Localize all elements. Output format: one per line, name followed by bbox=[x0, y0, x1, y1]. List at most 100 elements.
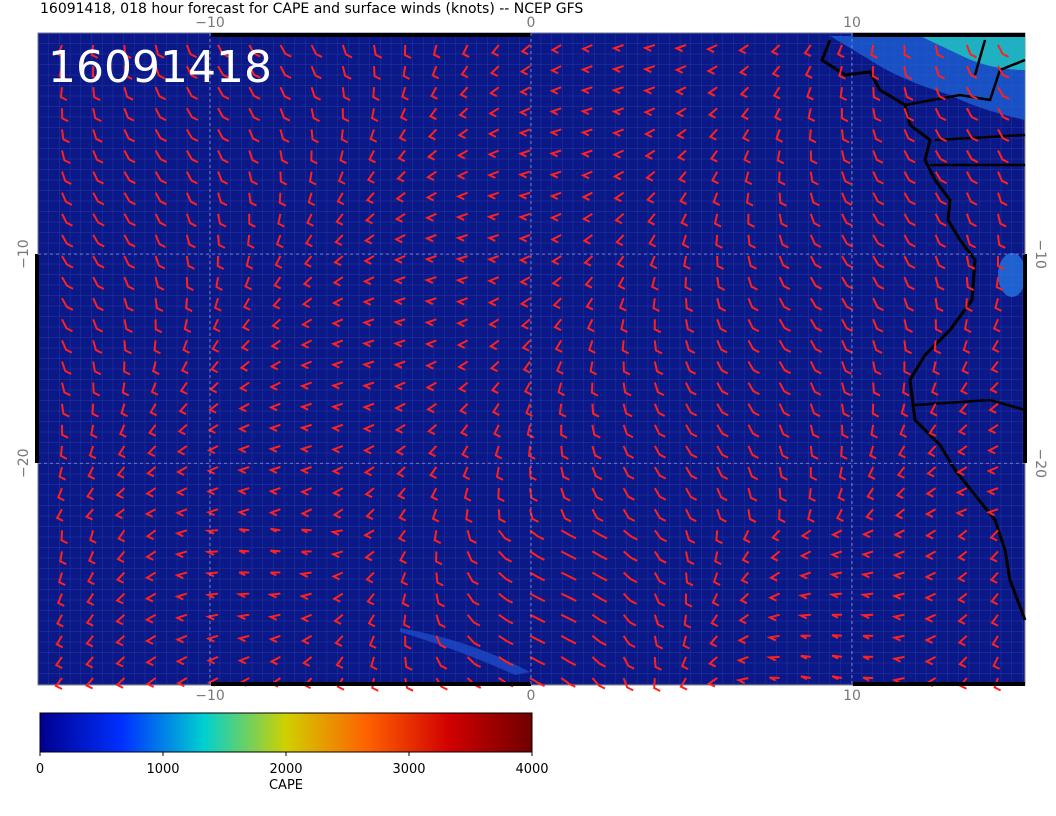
wind-barb bbox=[965, 234, 977, 249]
wind-barb bbox=[330, 444, 344, 454]
wind-barb bbox=[738, 613, 749, 625]
wind-barb bbox=[331, 487, 344, 497]
wind-barb bbox=[809, 424, 820, 439]
wind-barb bbox=[965, 150, 979, 164]
wind-barb bbox=[368, 150, 376, 164]
wind-barb bbox=[747, 509, 757, 523]
wind-barb bbox=[747, 234, 756, 249]
wind-barb bbox=[747, 255, 758, 270]
wind-barb bbox=[642, 65, 656, 74]
wind-barb bbox=[362, 445, 375, 455]
wind-barb bbox=[622, 445, 635, 459]
wind-barb bbox=[486, 233, 500, 242]
wind-barb bbox=[549, 65, 562, 75]
wind-barb bbox=[807, 108, 816, 122]
wind-barb bbox=[395, 445, 406, 456]
wind-barb bbox=[330, 381, 344, 390]
wind-barb bbox=[529, 529, 545, 541]
wind-barb bbox=[871, 403, 880, 418]
wind-barb bbox=[403, 614, 411, 629]
wind-barb bbox=[775, 129, 783, 143]
wind-barb bbox=[519, 297, 531, 308]
wind-barb bbox=[924, 508, 937, 518]
wind-barb bbox=[174, 571, 188, 580]
wind-barb bbox=[685, 361, 697, 375]
cape-area bbox=[998, 253, 1026, 297]
wind-barb bbox=[622, 550, 638, 562]
wind-barb bbox=[61, 297, 74, 311]
wind-barb bbox=[465, 509, 473, 524]
wind-barb bbox=[742, 529, 751, 544]
wind-barb bbox=[176, 677, 188, 688]
wind-barb bbox=[459, 424, 469, 437]
wind-barb bbox=[362, 297, 375, 306]
wind-barb bbox=[995, 276, 1004, 291]
wind-barb bbox=[185, 298, 193, 313]
wind-barb bbox=[92, 255, 105, 269]
wind-barb bbox=[653, 319, 662, 334]
wind-barb bbox=[299, 423, 312, 432]
wind-barb bbox=[84, 508, 94, 521]
wind-barb bbox=[241, 318, 250, 332]
wind-barb bbox=[217, 171, 229, 185]
wind-barb bbox=[799, 550, 812, 560]
wind-barb bbox=[993, 677, 1002, 692]
wind-barb bbox=[301, 528, 312, 534]
wind-barb bbox=[361, 318, 375, 327]
wind-barb bbox=[523, 382, 532, 396]
wind-barb bbox=[685, 508, 697, 523]
wind-barb bbox=[653, 572, 667, 586]
wind-barb bbox=[903, 213, 916, 227]
wind-barb bbox=[991, 635, 1000, 649]
wind-barb bbox=[529, 656, 546, 666]
wind-barb bbox=[268, 634, 281, 644]
wind-barb bbox=[306, 213, 314, 227]
wind-barb bbox=[91, 403, 99, 418]
wind-barb bbox=[368, 635, 377, 649]
wind-barb bbox=[154, 213, 167, 227]
wind-barb bbox=[841, 150, 851, 165]
wind-barb bbox=[708, 128, 718, 141]
wind-barb bbox=[591, 571, 608, 582]
wind-barb bbox=[154, 234, 166, 248]
wind-barb bbox=[185, 171, 198, 185]
wind-barb bbox=[685, 424, 698, 438]
wind-barb bbox=[364, 487, 375, 499]
wind-barb bbox=[497, 509, 506, 524]
wind-barb bbox=[425, 381, 437, 392]
wind-barb bbox=[716, 445, 729, 459]
wind-barb bbox=[747, 297, 759, 312]
wind-barb bbox=[965, 128, 979, 142]
wind-barb bbox=[741, 128, 750, 142]
wind-barb bbox=[145, 487, 157, 498]
wind-barb bbox=[403, 44, 412, 59]
wind-barb bbox=[645, 170, 656, 182]
wind-barb bbox=[248, 171, 258, 186]
wind-barb bbox=[611, 86, 624, 95]
wind-barb bbox=[185, 192, 198, 206]
wind-barb bbox=[955, 487, 968, 497]
wind-barb bbox=[455, 233, 468, 242]
wind-barb bbox=[776, 150, 785, 165]
wind-barb bbox=[123, 171, 136, 185]
wind-barb bbox=[498, 634, 514, 646]
wind-barb bbox=[361, 339, 375, 348]
wind-barb bbox=[332, 508, 344, 519]
wind-barb bbox=[330, 360, 344, 369]
wind-barb bbox=[711, 171, 719, 185]
wind-barb bbox=[270, 527, 281, 533]
wind-barb bbox=[744, 171, 753, 186]
wind-barb bbox=[956, 550, 968, 562]
wind-barb bbox=[685, 445, 698, 459]
wind-barb bbox=[989, 381, 999, 394]
wind-barb bbox=[903, 319, 914, 333]
wind-barb bbox=[778, 361, 792, 375]
wind-barb bbox=[123, 128, 136, 143]
wind-barb bbox=[518, 233, 531, 243]
wind-barb bbox=[457, 128, 469, 140]
wind-barb bbox=[809, 361, 822, 375]
coastline bbox=[820, 39, 1027, 621]
wind-barb bbox=[891, 613, 905, 621]
y-tick-label: −10 bbox=[1032, 239, 1048, 269]
wind-barb bbox=[711, 593, 720, 607]
